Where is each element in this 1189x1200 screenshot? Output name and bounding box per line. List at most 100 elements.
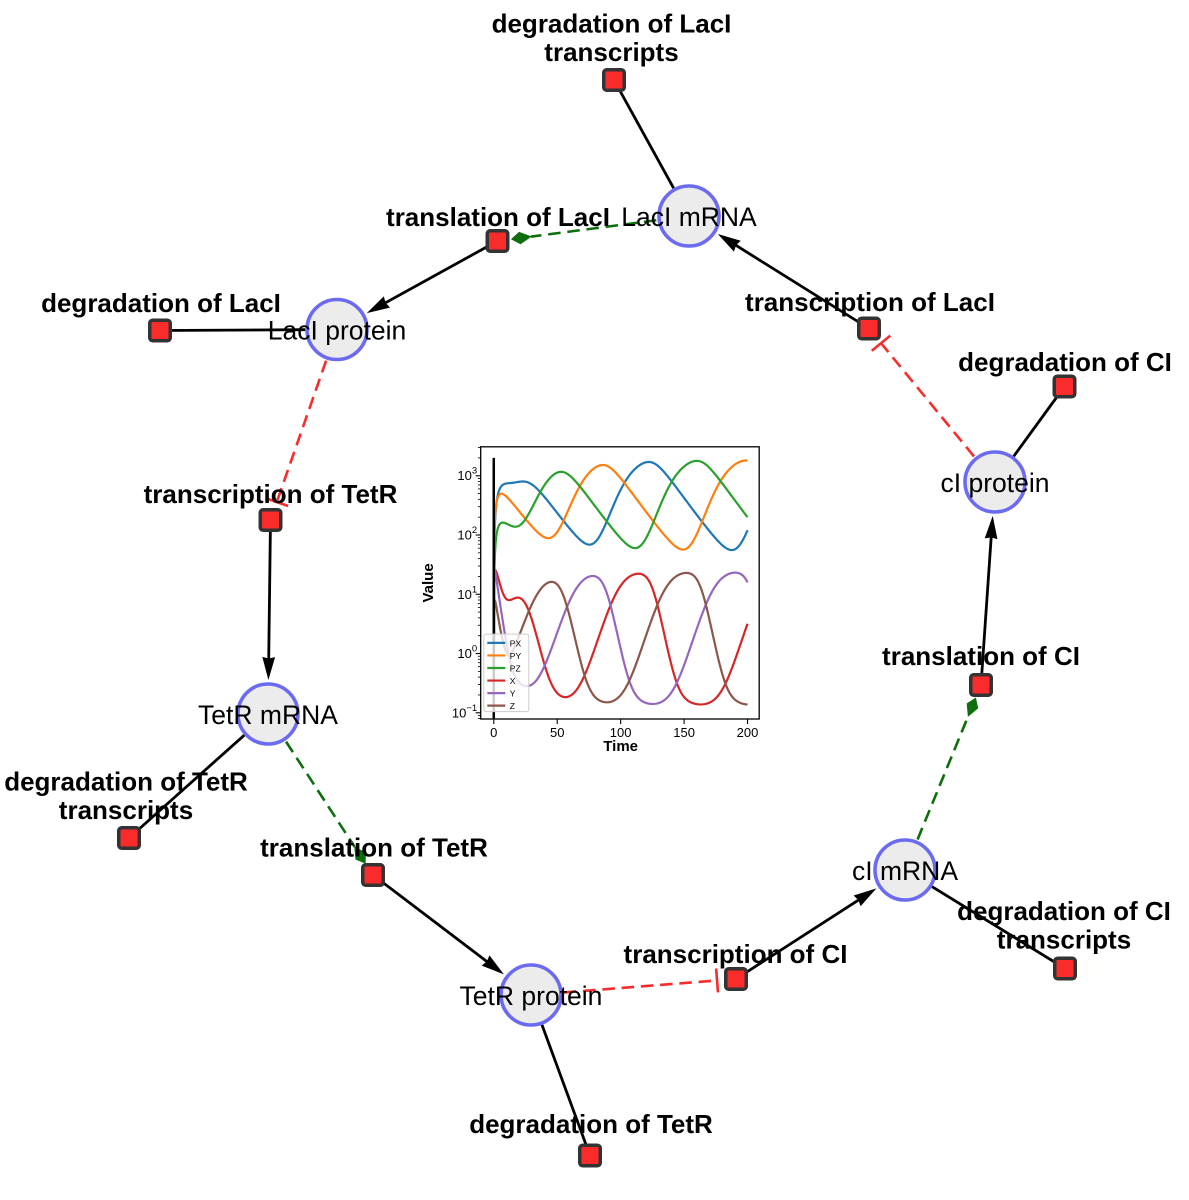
- reaction-label-degradation-of-CI-transcripts-line-1: degradation of CI: [957, 896, 1171, 926]
- legend-frame: [483, 633, 530, 713]
- reaction-node-translation-of-CI: [969, 673, 993, 697]
- inset-chart: 0 50 100 150 20010−1100101102103TimeValuePXP…: [420, 427, 777, 765]
- edge-inhibitor-transcription-of-TetR-tbar-icon: [265, 496, 289, 508]
- species-node-cI-protein: [963, 450, 1027, 514]
- x-axis-title: Time: [603, 738, 638, 755]
- edge-reactant-degradation-of-LacI: [159, 328, 306, 332]
- legend-label-Z: Z: [510, 701, 515, 711]
- axes-spines: [480, 446, 760, 720]
- legend-label-PY: PY: [510, 651, 522, 661]
- edge-inhibitor-transcription-of-CI-tbar-icon: [714, 968, 720, 993]
- reaction-node-degradation-of-CI-transcripts: [1053, 956, 1077, 981]
- y-tick-label: 102: [457, 525, 477, 543]
- species-node-LacI-mRNA: [657, 184, 721, 248]
- reaction-label-translation-of-LacI: translation of LacI: [386, 202, 610, 232]
- x-tick-label: 100: [610, 725, 632, 740]
- reaction-label-degradation-of-LacI-transcripts-line-1: degradation of LacI: [492, 9, 732, 39]
- reaction-node-translation-of-LacI: [485, 229, 510, 253]
- reaction-label-degradation-of-TetR: degradation of TetR: [469, 1109, 713, 1139]
- x-tick-label: 200: [737, 725, 759, 740]
- edge-product-translation-of-TetR-arrowhead-icon: [481, 955, 504, 975]
- species-label-TetR-protein: TetR protein: [460, 981, 603, 1011]
- reaction-node-degradation-of-TetR-transcripts: [117, 826, 141, 850]
- reaction-node-transcription-of-CI: [724, 967, 748, 991]
- reaction-label-degradation-of-LacI-transcripts-line-2: transcripts: [544, 37, 678, 67]
- y-tick-label: 10−1: [452, 703, 477, 721]
- series-line-PY: [492, 459, 748, 567]
- y-axis-title: Value: [420, 563, 437, 602]
- series-line-PX: [492, 460, 749, 719]
- reaction-label-degradation-of-CI: degradation of CI: [958, 347, 1172, 377]
- label-layer: LacI mRNA LacI protein TetR mRNA TetR prote…: [4, 9, 1172, 1140]
- edge-product-transcription-of-CI-arrowhead-icon: [853, 888, 877, 907]
- species-label-LacI-mRNA: LacI mRNA: [621, 202, 757, 232]
- edge-modifier-translation-of-TetR-arrowhead-icon: [354, 846, 366, 864]
- edge-modifier-translation-of-LacI-arrowhead-icon: [510, 231, 532, 245]
- reaction-node-degradation-of-CI: [1052, 374, 1077, 399]
- legend-label-X: X: [510, 676, 516, 686]
- edge-product-transcription-of-TetR-arrowhead-icon: [262, 656, 276, 680]
- reaction-node-translation-of-TetR: [361, 863, 385, 887]
- edge-product-transcription-of-LacI: [734, 243, 870, 330]
- x-tick-label: 50: [550, 725, 564, 740]
- y-tick-label: 101: [457, 584, 477, 602]
- reaction-label-degradation-of-TetR-transcripts-line-2: transcripts: [59, 795, 193, 825]
- species-label-TetR-mRNA: TetR mRNA: [198, 700, 338, 730]
- reaction-label-degradation-of-TetR-transcripts-line-1: degradation of TetR: [4, 767, 248, 797]
- edge-inhibitor-transcription-of-LacI: [880, 342, 976, 458]
- species-label-LacI-protein: LacI protein: [268, 316, 406, 346]
- reaction-label-translation-of-CI: translation of CI: [882, 641, 1080, 671]
- edge-reactant-degradation-of-TetR-transcripts: [128, 734, 246, 840]
- edge-product-translation-of-CI: [979, 535, 993, 686]
- series-line-PZ: [492, 459, 749, 719]
- node-layer: [117, 68, 1077, 1168]
- edge-inhibitor-transcription-of-CI: [563, 979, 718, 994]
- legend-label-PX: PX: [510, 638, 522, 648]
- x-tick-label: 150: [673, 725, 695, 740]
- edge-modifier-translation-of-CI: [916, 715, 970, 840]
- edge-reactant-degradation-of-TetR: [540, 1024, 592, 1156]
- species-node-TetR-mRNA: [236, 682, 300, 746]
- reaction-node-degradation-of-LacI-transcripts: [602, 68, 626, 92]
- edge-inhibitor-transcription-of-TetR: [275, 360, 328, 503]
- axis-ticks: 0 50 100 150 200 10−1 100 101 102 103: [452, 447, 759, 740]
- edge-product-transcription-of-TetR: [267, 519, 272, 661]
- reaction-node-degradation-of-LacI: [148, 318, 172, 343]
- legend-label-Y: Y: [510, 689, 516, 699]
- edge-layer: [128, 79, 1066, 1156]
- reaction-label-degradation-of-LacI: degradation of LacI: [41, 288, 281, 318]
- reaction-label-transcription-of-LacI: transcription of LacI: [745, 287, 995, 317]
- series-line-X: [493, 568, 749, 706]
- edge-product-transcription-of-LacI-arrowhead-icon: [717, 234, 741, 252]
- edge-product-transcription-of-CI: [735, 898, 861, 981]
- reaction-label-transcription-of-TetR: transcription of TetR: [144, 479, 398, 509]
- x-tick-label: 0: [490, 725, 497, 740]
- reaction-node-degradation-of-TetR: [578, 1143, 602, 1168]
- reaction-node-transcription-of-LacI: [857, 316, 881, 341]
- edge-product-translation-of-LacI-arrowhead-icon: [366, 296, 390, 314]
- species-label-cI-mRNA: cI mRNA: [852, 856, 958, 886]
- species-label-cI-protein: cI protein: [940, 468, 1049, 498]
- reaction-node-transcription-of-TetR: [258, 508, 283, 532]
- edge-modifier-translation-of-TetR: [284, 740, 356, 848]
- legend-label-PZ: PZ: [510, 663, 521, 673]
- edge-product-translation-of-TetR: [372, 873, 489, 964]
- species-node-cI-mRNA: [873, 838, 937, 902]
- edge-product-translation-of-LacI: [383, 239, 499, 305]
- edge-modifier-translation-of-LacI: [530, 218, 657, 238]
- chart-legend: PX PY PZ XYZ: [483, 633, 530, 713]
- reaction-label-transcription-of-CI: transcription of CI: [624, 939, 848, 969]
- edge-modifier-translation-of-CI-arrowhead-icon: [966, 697, 979, 717]
- y-tick-label: 100: [457, 644, 477, 662]
- edge-reactant-degradation-of-LacI-transcripts: [612, 79, 675, 189]
- edge-product-translation-of-CI-arrowhead-icon: [984, 515, 998, 540]
- y-tick-label: 103: [457, 466, 477, 484]
- reaction-label-translation-of-TetR: translation of TetR: [260, 833, 488, 863]
- species-node-TetR-protein: [499, 963, 563, 1027]
- edge-inhibitor-transcription-of-LacI-tbar-icon: [870, 334, 892, 352]
- reaction-label-degradation-of-CI-transcripts-line-2: transcripts: [997, 925, 1131, 955]
- edge-reactant-degradation-of-CI-transcripts: [931, 885, 1066, 970]
- species-node-LacI-protein: [305, 297, 369, 362]
